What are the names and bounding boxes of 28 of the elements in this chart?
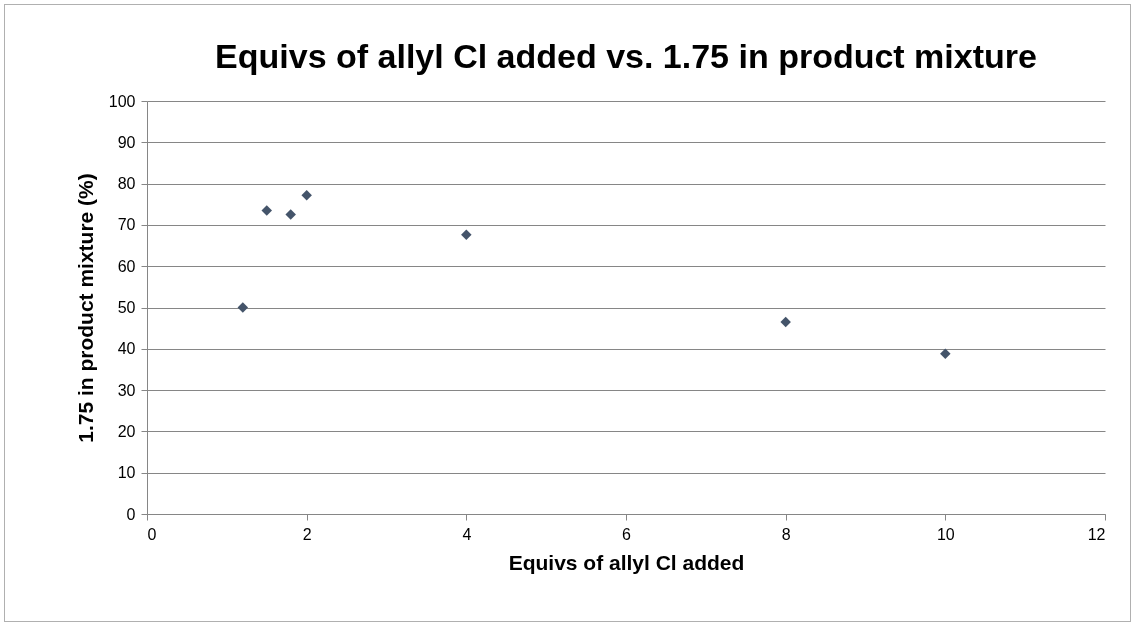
x-tick-label: 12 <box>1087 525 1106 543</box>
point <box>461 229 472 241</box>
y-tick-label: 50 <box>117 299 136 316</box>
point <box>285 209 296 220</box>
y-tick-label: 100 <box>108 92 136 110</box>
y-tick-label: 10 <box>117 464 136 482</box>
point <box>261 205 272 216</box>
x-tick-label: 10 <box>936 525 955 543</box>
x-tick-label: 6 <box>622 525 632 543</box>
x-tick-label: 0 <box>147 525 157 543</box>
x-tick-label: 8 <box>781 525 791 543</box>
y-tick-label: 90 <box>117 133 136 151</box>
point <box>940 348 951 359</box>
y-tick-label: 30 <box>117 381 136 399</box>
y-tick-label: 20 <box>117 422 136 440</box>
point <box>237 302 249 313</box>
chart-title: Equivs of allyl Cl added vs. 1.75 in product mixture <box>215 37 1037 75</box>
y-tick-label: 40 <box>117 340 136 358</box>
y-tick-label: 60 <box>117 257 136 275</box>
y-tick-label: 80 <box>117 175 136 193</box>
y-tick-label: 0 <box>126 505 136 523</box>
y-tick-label: 70 <box>117 216 136 234</box>
x-tick-label: 2 <box>302 525 312 543</box>
point <box>301 189 312 201</box>
point <box>780 316 791 328</box>
x-tick-label: 4 <box>462 525 472 543</box>
y-axis-title: 1.75 in product mixture (%) <box>73 173 97 443</box>
x-axis-title: Equivs of allyl Cl added <box>508 550 745 574</box>
